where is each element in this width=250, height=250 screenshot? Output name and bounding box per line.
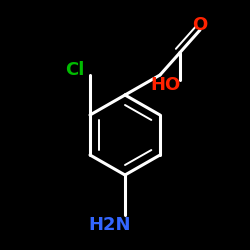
Text: HO: HO xyxy=(150,76,180,94)
Text: Cl: Cl xyxy=(65,61,85,79)
Text: H2N: H2N xyxy=(89,216,131,234)
Text: O: O xyxy=(192,16,208,34)
